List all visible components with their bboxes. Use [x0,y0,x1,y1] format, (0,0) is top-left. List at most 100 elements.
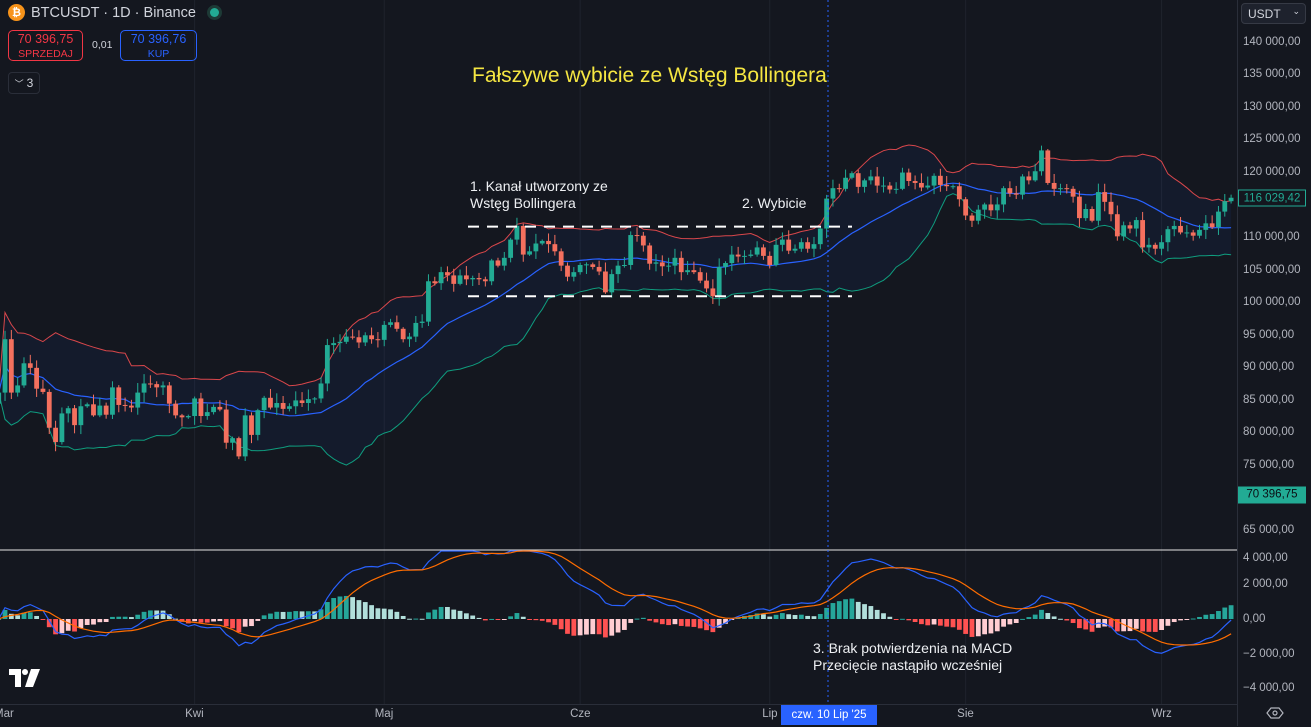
candle [1095,183,1101,226]
eye-icon[interactable] [1266,706,1284,720]
candle [445,266,450,282]
macd-histogram-bar [944,619,950,627]
candle-body [994,204,1000,211]
macd-tick: −4 000,00 [1243,682,1295,695]
candle-body [1228,197,1234,202]
candle-body [786,239,792,251]
candle-body [874,176,880,186]
macd-histogram-bar [463,613,469,619]
candle [476,272,482,286]
candle-body [678,257,684,273]
candle [350,329,356,340]
buy-button[interactable]: 70 396,76 KUP [120,30,197,61]
candle-body [129,405,134,408]
candle-body [147,383,153,385]
candle [72,404,77,434]
candle [343,329,349,344]
candle-body [558,251,564,266]
price-tick: 75 000,00 [1243,458,1295,471]
candle-body [584,264,589,266]
macd-histogram-bar [862,604,867,619]
macd-histogram-bar [1159,619,1164,631]
macd-histogram-bar [1020,618,1025,620]
symbol-title[interactable]: BTCUSDT · 1D · Binance [31,4,196,21]
macd-histogram-bar [1013,619,1019,623]
candle-body [931,175,937,186]
candle [672,248,678,275]
tradingview-logo-icon[interactable] [9,667,41,689]
price-axis[interactable] [1237,0,1311,726]
time-tick-lip: Lip [762,708,778,720]
candle [565,262,570,282]
candle [287,403,292,412]
candle [482,276,488,287]
candle [192,396,198,425]
candle [919,173,924,192]
annotation-channel: 1. Kanał utworzony ze Wstęg Bollingera [470,178,608,212]
candle [761,244,766,260]
macd-histogram-bar [1039,609,1044,619]
candle-body [413,322,419,337]
macd-histogram-bar [116,616,122,619]
macd-histogram-bar [331,598,337,619]
macd-histogram-bar [900,618,905,620]
macd-histogram-bar [546,619,551,623]
candle [1165,226,1171,252]
candle-body [855,173,861,187]
candle-body [445,272,450,276]
candle-body [394,322,400,329]
macd-histogram-bar [255,619,261,621]
candle [685,260,690,275]
indicators-toggle[interactable]: ﹀ 3 [8,72,40,94]
candle [40,379,46,395]
macd-histogram-bar [805,615,811,619]
currency-select[interactable]: USDT ⌄ [1241,3,1306,24]
candle-body [1127,225,1133,229]
candle-body [609,274,615,293]
macd-histogram-bar [786,614,792,619]
candle [805,237,811,253]
candle [1127,221,1133,234]
macd-histogram-bar [53,619,58,635]
macd-line [0,550,1232,654]
price-tick: 90 000,00 [1243,361,1295,374]
reference-price-tag: 70 396,75 [1238,486,1306,504]
candle-body [691,270,697,273]
time-axis[interactable] [0,704,1237,727]
macd-histogram-bar [634,618,640,620]
candle [495,257,501,268]
candle-body [242,415,248,457]
candle-body [1184,232,1190,234]
candle [8,329,14,400]
time-tick-sie: Sie [957,708,974,720]
candle [786,230,792,255]
macd-histogram-bar [419,618,425,620]
macd-histogram-bar [520,616,526,619]
macd-histogram-bar [798,614,804,619]
price-tick: 105 000,00 [1243,263,1301,276]
macd-histogram-bar [147,610,153,619]
candle-body [116,387,122,405]
price-chart[interactable] [0,0,1237,704]
candle-body [1095,192,1101,221]
candle [407,332,412,347]
candle-body [501,257,507,266]
macd-histogram-bar [78,619,84,629]
candle-body [571,272,577,277]
macd-histogram-bar [476,617,482,619]
candle-body [1051,182,1057,189]
macd-histogram-bar [963,619,969,634]
candle [773,238,779,267]
candle [640,231,646,252]
sell-button[interactable]: 70 396,75 SPRZEDAJ [8,30,83,61]
symbol-legend[interactable]: ₿ BTCUSDT · 1D · Binance [8,4,219,21]
candle [198,392,204,424]
candle-body [211,406,216,413]
candle-body [1197,229,1202,236]
candle [836,183,842,193]
candle-body [122,404,128,406]
candle [1045,149,1051,185]
candle-body [166,385,172,404]
candle [166,381,172,414]
candle [141,374,147,403]
